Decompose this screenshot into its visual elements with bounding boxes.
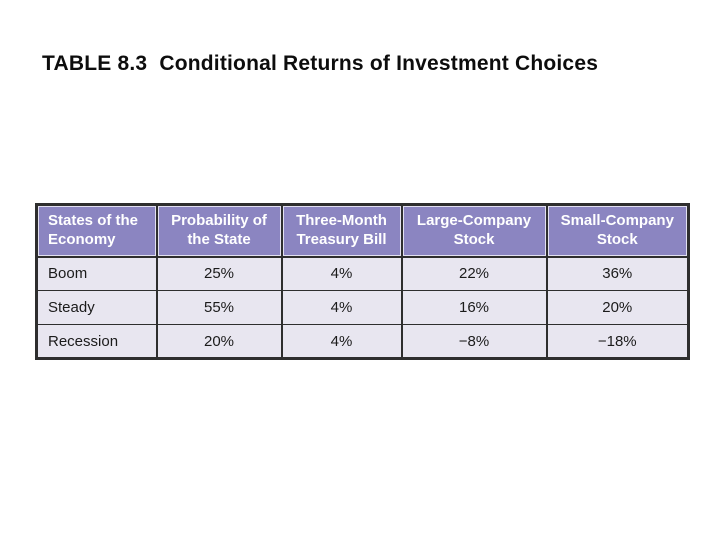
cell-small-stock-return: 36% [545,256,690,291]
header-small-company-stock: Small-Company Stock [545,203,690,258]
table-row-boom: Boom 25% 4% 22% 36% [35,256,690,291]
header-treasury-bill: Three-Month Treasury Bill [280,203,403,258]
header-probability: Probability of the State [155,203,283,258]
table-title: TABLE 8.3 Conditional Returns of Investm… [42,52,599,75]
cell-tbill-return: 4% [280,324,403,359]
cell-probability: 25% [155,256,283,291]
table-row-steady: Steady 55% 4% 16% 20% [35,290,690,325]
header-large-company-stock: Large-Company Stock [400,203,548,258]
cell-probability: 55% [155,290,283,325]
cell-tbill-return: 4% [280,256,403,291]
cell-state: Steady [35,290,158,325]
cell-large-stock-return: 16% [400,290,548,325]
cell-large-stock-return: 22% [400,256,548,291]
header-states-of-economy: States of the Economy [35,203,158,258]
cell-small-stock-return: 20% [545,290,690,325]
cell-large-stock-return: −8% [400,324,548,359]
table-header-row: States of the Economy Probability of the… [35,203,690,258]
conditional-returns-table: States of the Economy Probability of the… [35,203,690,360]
cell-probability: 20% [155,324,283,359]
table-row-recession: Recession 20% 4% −8% −18% [35,324,690,359]
cell-state: Recession [35,324,158,359]
cell-small-stock-return: −18% [545,324,690,359]
cell-tbill-return: 4% [280,290,403,325]
cell-state: Boom [35,256,158,291]
